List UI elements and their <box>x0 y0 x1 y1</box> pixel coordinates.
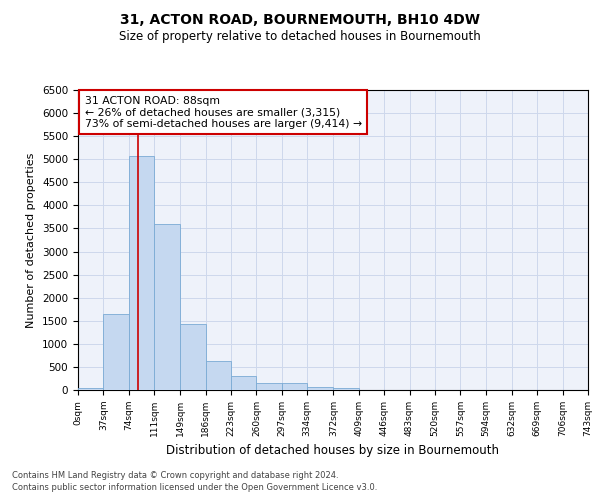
Bar <box>180 324 206 390</box>
Bar <box>282 383 307 390</box>
Y-axis label: Number of detached properties: Number of detached properties <box>26 152 37 328</box>
Text: Size of property relative to detached houses in Bournemouth: Size of property relative to detached ho… <box>119 30 481 43</box>
Text: 31 ACTON ROAD: 88sqm
← 26% of detached houses are smaller (3,315)
73% of semi-de: 31 ACTON ROAD: 88sqm ← 26% of detached h… <box>85 96 362 129</box>
Bar <box>231 376 256 390</box>
Bar <box>256 383 282 390</box>
Bar <box>129 156 154 390</box>
Text: Contains public sector information licensed under the Open Government Licence v3: Contains public sector information licen… <box>12 484 377 492</box>
X-axis label: Distribution of detached houses by size in Bournemouth: Distribution of detached houses by size … <box>167 444 499 458</box>
Bar <box>307 386 332 390</box>
Bar <box>103 314 129 390</box>
Bar <box>334 388 359 390</box>
Bar <box>154 224 179 390</box>
Text: 31, ACTON ROAD, BOURNEMOUTH, BH10 4DW: 31, ACTON ROAD, BOURNEMOUTH, BH10 4DW <box>120 12 480 26</box>
Bar <box>78 388 103 390</box>
Text: Contains HM Land Registry data © Crown copyright and database right 2024.: Contains HM Land Registry data © Crown c… <box>12 471 338 480</box>
Bar <box>206 361 231 390</box>
